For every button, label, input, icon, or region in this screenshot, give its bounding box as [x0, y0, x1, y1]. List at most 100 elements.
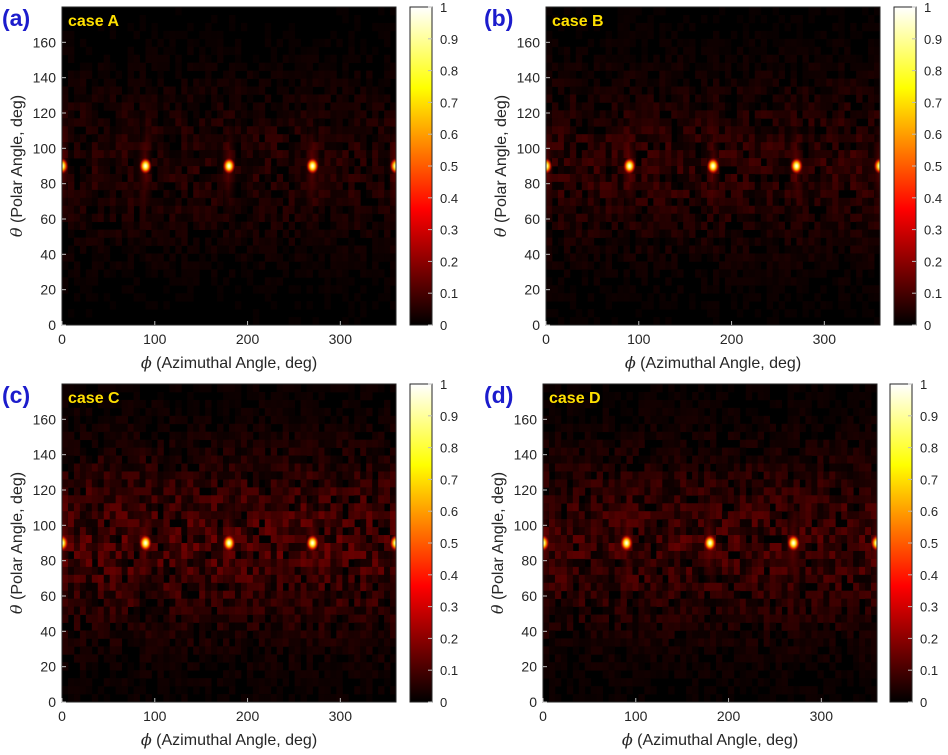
noise-cell — [306, 598, 313, 607]
noise-cell — [73, 384, 81, 393]
noise-cell — [348, 277, 355, 286]
noise-cell — [384, 293, 391, 302]
noise-cell — [569, 301, 577, 310]
noise-cell — [252, 678, 260, 687]
colorbar-tick-label: 0.2 — [440, 254, 458, 269]
noise-cell — [300, 229, 307, 238]
noise-cell — [796, 285, 803, 294]
y-tick-label: 40 — [524, 246, 540, 262]
noise-cell — [605, 110, 612, 119]
noise-cell — [276, 598, 284, 607]
noise-cell — [808, 253, 815, 262]
noise-cell — [605, 237, 612, 246]
noise-cell — [808, 86, 815, 95]
noise-cell — [258, 285, 266, 294]
noise-cell — [103, 431, 111, 441]
noise-cell — [211, 590, 218, 600]
noise-cell — [724, 102, 732, 111]
noise-cell — [718, 62, 726, 71]
noise-cell — [163, 694, 170, 702]
noise-cell — [127, 189, 134, 199]
noise-cell — [653, 142, 660, 151]
noise-cell — [282, 399, 290, 409]
noise-cell — [67, 205, 75, 215]
noise-cell — [79, 181, 87, 191]
noise-cell — [581, 102, 589, 111]
noise-cell — [754, 221, 762, 230]
noise-cell — [868, 189, 875, 199]
noise-cell — [826, 150, 833, 159]
noise-cell — [145, 407, 152, 417]
noise-cell — [766, 237, 774, 246]
noise-cell — [181, 558, 188, 568]
noise-cell — [342, 213, 349, 223]
noise-cell — [270, 277, 278, 286]
noise-cell — [324, 654, 331, 663]
noise-cell — [557, 142, 565, 151]
noise-cell — [223, 630, 230, 639]
noise-cell — [730, 30, 738, 40]
colorbar-tick-label: 0 — [440, 318, 447, 333]
noise-cell — [300, 566, 307, 576]
noise-cell — [874, 54, 880, 64]
noise-cell — [641, 229, 648, 238]
noise-cell — [730, 269, 738, 278]
noise-cell — [647, 22, 654, 32]
noise-cell — [718, 46, 726, 56]
noise-cell — [659, 150, 666, 159]
noise-cell — [187, 550, 194, 560]
noise-cell — [330, 439, 337, 448]
colorbar-tick-label: 0.1 — [924, 286, 942, 301]
noise-cell — [354, 94, 361, 103]
noise-cell — [772, 261, 779, 270]
noise-cell — [193, 78, 200, 87]
noise-cell — [115, 237, 123, 246]
noise-cell — [151, 30, 158, 40]
noise-cell — [838, 62, 845, 71]
noise-cell — [193, 102, 200, 111]
noise-cell — [276, 487, 284, 496]
noise-cell — [240, 519, 248, 528]
noise-cell — [199, 415, 206, 425]
noise-cell — [730, 205, 738, 215]
noise-cell — [115, 614, 123, 623]
noise-cell — [378, 150, 385, 159]
noise-cell — [73, 678, 81, 687]
noise-cell — [772, 253, 779, 262]
noise-cell — [79, 527, 87, 536]
noise-cell — [73, 221, 81, 230]
noise-cell — [330, 527, 337, 536]
noise-cell — [543, 384, 550, 393]
noise-cell — [760, 46, 768, 56]
noise-cell — [862, 110, 869, 119]
noise-cell — [324, 463, 331, 472]
noise-cell — [701, 285, 708, 294]
noise-cell — [246, 94, 254, 103]
noise-cell — [599, 213, 607, 223]
noise-cell — [653, 269, 660, 278]
noise-cell — [109, 261, 117, 270]
noise-cell — [306, 638, 313, 647]
noise-cell — [324, 638, 331, 647]
noise-cell — [252, 391, 260, 401]
noise-cell — [199, 543, 206, 552]
noise-cell — [366, 455, 373, 464]
noise-cell — [240, 415, 248, 425]
noise-cell — [234, 503, 242, 512]
noise-cell — [832, 213, 839, 223]
noise-cell — [629, 7, 636, 16]
noise-cell — [348, 134, 355, 143]
noise-cell — [584, 384, 592, 393]
noise-cell — [133, 686, 140, 695]
noise-cell — [288, 110, 295, 119]
noise-cell — [617, 253, 624, 262]
noise-cell — [193, 407, 200, 417]
noise-cell — [862, 285, 869, 294]
noise-cell — [617, 293, 624, 302]
noise-cell — [378, 471, 385, 480]
noise-cell — [862, 197, 869, 207]
y-axis-symbol: θ — [7, 604, 26, 614]
noise-cell — [205, 150, 212, 159]
noise-cell — [234, 447, 242, 456]
noise-cell — [635, 197, 642, 207]
